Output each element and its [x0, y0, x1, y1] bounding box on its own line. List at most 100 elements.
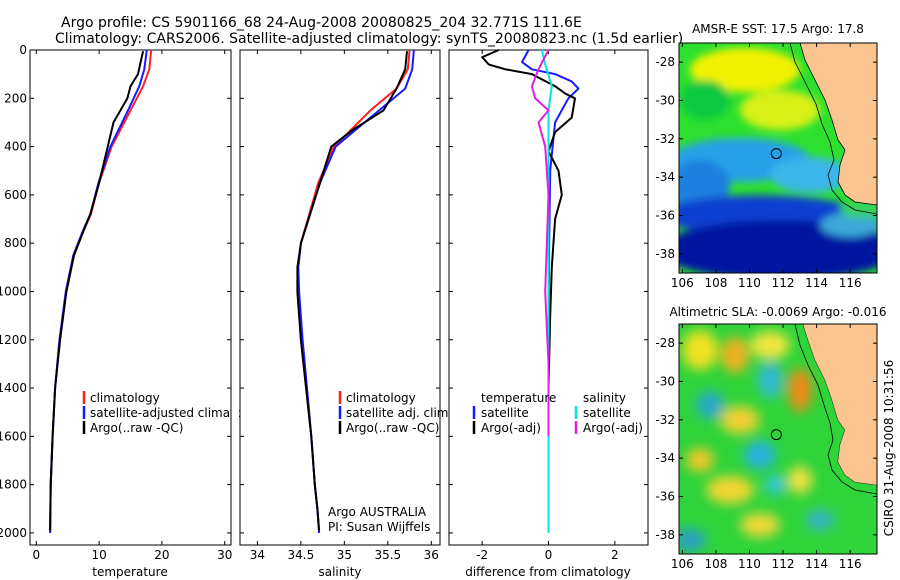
x-tick-label: 36	[424, 548, 439, 562]
x-tick-label: 20	[154, 548, 169, 562]
legend-label-argo: Argo(..raw -QC)	[346, 421, 439, 435]
salinity-legend: climatology satellite adj. clim. Argo(..…	[338, 391, 452, 435]
map-x-tick-label: 112	[772, 557, 795, 571]
series-line-argo-raw-qc	[296, 51, 408, 531]
isobath	[789, 43, 877, 215]
legend-heading-salinity: salinity	[583, 391, 626, 405]
map-x-tick-label: 110	[738, 557, 761, 571]
sst-map: AMSR-E SST: 17.5 Argo: 17.8 106 108 110 112…	[655, 22, 878, 290]
legend-label-argo: Argo(..raw -QC)	[90, 421, 183, 435]
sst-map-title: AMSR-E SST: 17.5 Argo: 17.8	[692, 22, 864, 36]
temperature-panel: 0 200 400 600 800 1000 1200 1400 1600 1800 2000 0 1…	[0, 43, 268, 579]
map-y-tick-label: -36	[655, 490, 675, 504]
temperature-legend: climatology satellite-adjusted climatolo…	[82, 391, 268, 435]
series-line-argo-adj	[481, 49, 576, 389]
temperature-plot-frame	[29, 49, 232, 546]
depth-axis: 0 200 400 600 800 1000 1200 1400 1600 1800 2000	[0, 43, 231, 540]
sst-field	[679, 43, 877, 273]
salinity-x-axis: 34 34.5 35 35.5 36	[250, 50, 439, 562]
map-x-tick-label: 114	[805, 557, 828, 571]
map-x-tick-label: 110	[738, 276, 761, 290]
float-pi-label: PI: Susan Wijffels	[328, 520, 430, 534]
difference-xlabel: difference from climatology	[465, 565, 631, 579]
difference-x-axis: -2 0 2	[476, 50, 619, 562]
header-subtitle: Climatology: CARS2006. Satellite-adjuste…	[55, 31, 683, 47]
legend-label-satellite-adj: satellite adj. clim.	[346, 406, 452, 420]
y-tick-label: 1000	[0, 284, 27, 298]
x-tick-label: -2	[476, 548, 488, 562]
x-tick-label: 0	[32, 548, 40, 562]
salinity-series	[296, 49, 415, 533]
timestamp-label: CSIRO 31-Aug-2008 10:31:56	[882, 360, 896, 536]
x-tick-label: 10	[91, 548, 106, 562]
map-x-tick-label: 116	[839, 276, 862, 290]
series-line-argo-raw-qc	[49, 50, 145, 531]
map-y-tick-label: -36	[655, 209, 675, 223]
y-tick-label: 1800	[0, 478, 27, 492]
map-x-tick-label: 112	[772, 276, 795, 290]
y-tick-label: 600	[4, 188, 27, 202]
y-tick-label: 1600	[0, 429, 27, 443]
sla-map-title: Altimetric SLA: -0.0069 Argo: -0.016	[669, 305, 886, 319]
map-y-tick-label: -34	[655, 170, 675, 184]
temperature-xlabel: temperature	[92, 565, 167, 579]
salinity-plot-frame	[239, 49, 441, 546]
x-tick-label: 34.5	[288, 548, 315, 562]
map-y-tick-label: -38	[655, 247, 675, 261]
sla-field	[679, 324, 877, 554]
sst-map-frame	[678, 42, 878, 274]
y-tick-label: 400	[4, 140, 27, 154]
temperature-series	[49, 49, 153, 533]
float-position-marker	[770, 429, 782, 441]
x-tick-label: 2	[611, 548, 619, 562]
land-mask	[800, 43, 877, 205]
legend-label-climatology: climatology	[346, 391, 416, 405]
y-tick-label: 800	[4, 236, 27, 250]
y-tick-label: 1400	[0, 381, 27, 395]
header-title: Argo profile: CS 5901166_68 24-Aug-2008 …	[61, 15, 582, 31]
sla-map-frame	[678, 323, 878, 555]
map-y-tick-label: -32	[655, 413, 675, 427]
legend-label-sal-satellite: satellite	[583, 406, 631, 420]
map-x-tick-label: 116	[839, 557, 862, 571]
map-y-tick-label: -30	[655, 94, 675, 108]
map-y-tick-label: -38	[655, 528, 675, 542]
legend-label-satellite-adjusted: satellite-adjusted climatology	[90, 406, 268, 420]
map-x-tick-label: 114	[805, 276, 828, 290]
map-y-tick-label: -28	[655, 55, 675, 69]
y-tick-label: 1200	[0, 333, 27, 347]
salinity-xlabel: salinity	[318, 565, 361, 579]
x-tick-label: 30	[217, 548, 232, 562]
map-x-tick-label: 108	[704, 276, 727, 290]
map-x-tick-label: 106	[671, 276, 694, 290]
x-tick-label: 35	[337, 548, 352, 562]
sla-map: Altimetric SLA: -0.0069 Argo: -0.016	[655, 305, 886, 571]
legend-label-temp-argo: Argo(-adj)	[481, 421, 541, 435]
float-program-label: Argo AUSTRALIA	[328, 505, 427, 519]
coastline	[799, 43, 877, 206]
temperature-x-axis: 0 10 20 30	[32, 50, 232, 562]
isobath	[794, 324, 877, 495]
series-line-argo-adj	[530, 49, 550, 437]
map-x-tick-label: 106	[671, 557, 694, 571]
x-tick-label: 34	[250, 548, 265, 562]
x-tick-label: 35.5	[374, 548, 401, 562]
difference-legend: temperature satellite Argo(-adj) salinit…	[472, 391, 643, 435]
map-y-tick-label: -28	[655, 336, 675, 350]
map-y-tick-label: -34	[655, 451, 675, 465]
float-position-marker	[770, 148, 782, 160]
y-tick-label: 0	[19, 43, 27, 57]
legend-label-climatology: climatology	[90, 391, 160, 405]
y-tick-label: 2000	[0, 526, 27, 540]
difference-panel: -2 0 2 difference from climatology tempera…	[448, 49, 649, 579]
map-x-tick-label: 108	[704, 557, 727, 571]
difference-series	[481, 49, 580, 533]
y-tick-label: 200	[4, 91, 27, 105]
salinity-panel: 34 34.5 35 35.5 36 salinity climatology sate…	[239, 49, 452, 579]
legend-label-temp-satellite: satellite	[481, 406, 529, 420]
map-y-tick-label: -30	[655, 375, 675, 389]
legend-heading-temperature: temperature	[481, 391, 556, 405]
x-tick-label: 0	[545, 548, 553, 562]
legend-label-sal-argo: Argo(-adj)	[583, 421, 643, 435]
